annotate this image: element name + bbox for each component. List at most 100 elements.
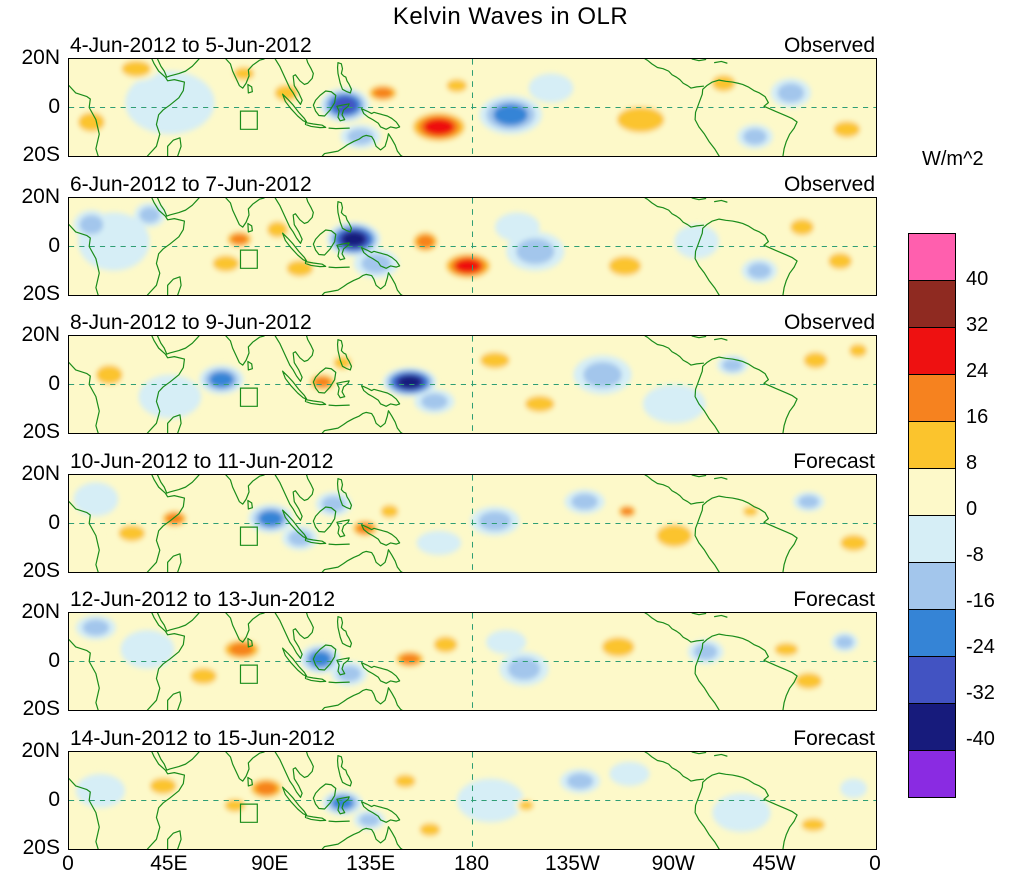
coastline — [338, 755, 352, 785]
anomaly-contour — [212, 254, 240, 271]
map-svg — [69, 197, 876, 295]
anomaly-contour — [341, 230, 366, 247]
anomaly-contour — [801, 817, 826, 831]
map-area — [68, 58, 877, 157]
anomaly-contour — [394, 774, 416, 788]
coastline-layer — [69, 752, 797, 849]
coastline — [248, 223, 252, 231]
coastline — [248, 361, 252, 369]
y-tick-label: 20S — [22, 835, 60, 859]
anomaly-layer — [89, 340, 872, 424]
anomaly-contour — [416, 530, 462, 555]
anomaly-contour — [313, 376, 331, 388]
x-tick-label: 0 — [62, 852, 74, 875]
coastline — [275, 198, 313, 243]
coastline — [168, 553, 181, 571]
coastline — [69, 363, 99, 433]
panel-source-label: Observed — [783, 311, 875, 334]
anomaly-contour — [138, 374, 202, 419]
anomaly-contour — [601, 637, 635, 657]
coastline-layer — [69, 336, 797, 433]
colorbar-tick-label: 32 — [966, 314, 989, 336]
anomaly-contour — [423, 118, 455, 136]
coastline — [283, 787, 307, 815]
coastline — [695, 357, 797, 433]
map-area — [68, 750, 877, 850]
anomaly-contour — [722, 358, 743, 372]
index-region-box — [240, 388, 257, 406]
coastline — [715, 338, 727, 340]
anomaly-contour — [693, 643, 718, 660]
y-tick-label: 20N — [21, 46, 60, 69]
coastline — [275, 59, 313, 104]
panel-date-label: 4-Jun-2012 to 5-Jun-2012 — [70, 34, 312, 57]
map-panel: 8-Jun-2012 to 9-Jun-2012 Observed 20N 0 20S — [0, 311, 1021, 443]
coastline — [337, 381, 349, 398]
anomaly-contour — [399, 653, 420, 665]
colorbar-cell — [909, 469, 955, 516]
anomaly-contour — [571, 493, 598, 510]
anomaly-contour — [309, 651, 332, 668]
colorbar-cell — [909, 657, 955, 704]
anomaly-contour — [743, 506, 758, 516]
y-tick-label: 20N — [21, 461, 60, 485]
colorbar-cell — [909, 751, 955, 797]
anomaly-contour — [337, 665, 362, 682]
map-svg — [69, 336, 876, 433]
colorbar-tick-label: -24 — [966, 636, 995, 658]
coastline — [168, 830, 181, 848]
colorbar-cell — [909, 375, 955, 422]
coastline — [147, 475, 184, 572]
y-tick-label: 0 — [48, 510, 60, 534]
colorbar-tick-label: 40 — [966, 268, 989, 290]
colorbar-tick-label: -16 — [966, 590, 995, 612]
coastline — [362, 109, 400, 130]
colorbar-tick-label: 8 — [966, 452, 978, 474]
coastline — [338, 478, 352, 508]
anomaly-contour — [118, 524, 146, 541]
anomaly-contour — [712, 792, 771, 832]
colorbar-tick-label: 0 — [966, 498, 978, 520]
coastline — [167, 475, 200, 493]
coastline — [305, 538, 325, 543]
anomaly-layer — [71, 59, 868, 149]
colorbar-tick-label: 24 — [966, 360, 989, 382]
panel-source-label: Observed — [783, 172, 875, 196]
y-tick-label: 0 — [48, 787, 60, 811]
anomaly-layer — [73, 481, 874, 555]
coastline — [167, 613, 200, 631]
coastline — [645, 198, 703, 227]
panel-date-label: 10-Jun-2012 to 11-Jun-2012 — [70, 449, 334, 473]
map-panel: 12-Jun-2012 to 13-Jun-2012 Forecast 20N 0 20… — [0, 588, 1021, 720]
y-tick-label: 20S — [22, 420, 60, 443]
map-area — [68, 196, 877, 296]
coastline — [313, 91, 335, 116]
coastline — [147, 198, 184, 295]
index-region-box — [240, 804, 257, 822]
panel-source-label: Forecast — [793, 588, 875, 611]
coastline — [338, 201, 352, 231]
anomaly-contour — [609, 761, 650, 786]
x-tick-label: 90E — [251, 852, 289, 875]
coastline — [158, 336, 167, 353]
anomaly-contour — [516, 238, 555, 264]
anomaly-contour — [209, 371, 234, 388]
map-area — [68, 335, 877, 434]
coastline — [692, 613, 705, 615]
y-tick-label: 20S — [22, 558, 60, 582]
coastline — [322, 826, 402, 848]
coastline — [275, 613, 313, 658]
coastline — [305, 815, 325, 820]
anomaly-contour — [507, 657, 541, 680]
index-region-box — [240, 250, 257, 268]
coastline — [715, 61, 727, 63]
anomaly-contour — [373, 87, 393, 99]
coastline — [695, 219, 797, 295]
coastline — [158, 198, 167, 215]
anomaly-contour — [361, 253, 391, 273]
map-svg — [69, 613, 876, 710]
coastline — [645, 59, 703, 88]
anomaly-contour — [743, 128, 767, 145]
coastline-layer — [69, 59, 797, 156]
anomaly-contour — [347, 128, 374, 145]
